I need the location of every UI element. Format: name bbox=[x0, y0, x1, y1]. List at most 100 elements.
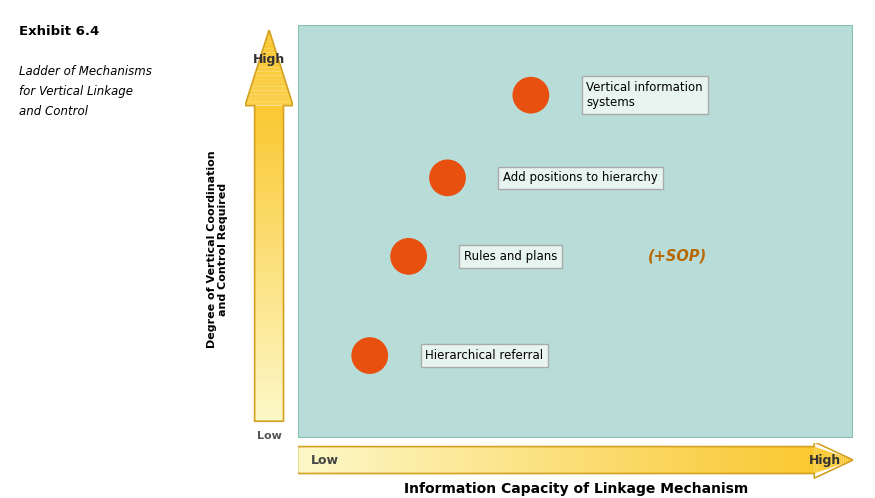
Polygon shape bbox=[248, 91, 290, 94]
Polygon shape bbox=[839, 455, 842, 465]
Polygon shape bbox=[250, 87, 289, 91]
Bar bbox=[479, 447, 487, 474]
Bar bbox=[495, 447, 504, 474]
Text: High: High bbox=[253, 53, 285, 66]
Bar bbox=[255, 413, 284, 421]
Text: Add positions to hierarchy: Add positions to hierarchy bbox=[503, 171, 658, 184]
Bar bbox=[444, 447, 452, 474]
Bar bbox=[255, 122, 284, 129]
Polygon shape bbox=[267, 34, 271, 37]
Bar bbox=[383, 447, 392, 474]
Bar bbox=[255, 145, 284, 153]
Bar bbox=[298, 447, 306, 474]
Bar bbox=[255, 389, 284, 397]
Polygon shape bbox=[842, 456, 844, 464]
Bar bbox=[427, 447, 435, 474]
Bar bbox=[255, 342, 284, 350]
Polygon shape bbox=[258, 60, 280, 64]
Bar bbox=[255, 279, 284, 287]
Bar bbox=[392, 447, 401, 474]
Bar bbox=[375, 447, 383, 474]
Polygon shape bbox=[815, 447, 816, 474]
Bar bbox=[255, 192, 284, 200]
Bar bbox=[315, 447, 324, 474]
Bar bbox=[522, 447, 530, 474]
Polygon shape bbox=[255, 72, 284, 75]
Text: Hierarchical referral: Hierarchical referral bbox=[425, 349, 543, 362]
Bar bbox=[728, 447, 737, 474]
Text: Ladder of Mechanisms
for Vertical Linkage
and Control: Ladder of Mechanisms for Vertical Linkag… bbox=[19, 65, 151, 118]
Bar bbox=[255, 382, 284, 389]
Text: Vertical information
systems: Vertical information systems bbox=[586, 81, 703, 109]
Bar bbox=[625, 447, 634, 474]
Bar bbox=[255, 161, 284, 169]
Point bbox=[402, 252, 416, 260]
Bar bbox=[564, 447, 573, 474]
Polygon shape bbox=[844, 457, 845, 463]
Polygon shape bbox=[826, 451, 828, 470]
Bar bbox=[642, 447, 651, 474]
Bar bbox=[452, 447, 461, 474]
Bar bbox=[788, 447, 797, 474]
Text: High: High bbox=[809, 454, 842, 467]
Bar bbox=[547, 447, 556, 474]
Polygon shape bbox=[847, 458, 850, 462]
Text: Low: Low bbox=[256, 431, 282, 441]
Bar bbox=[616, 447, 625, 474]
Bar bbox=[255, 295, 284, 303]
Bar bbox=[694, 447, 703, 474]
Text: Exhibit 6.4: Exhibit 6.4 bbox=[19, 25, 99, 38]
Bar bbox=[255, 224, 284, 232]
Bar bbox=[306, 447, 315, 474]
Bar bbox=[255, 255, 284, 263]
Bar bbox=[255, 208, 284, 216]
Polygon shape bbox=[816, 447, 818, 473]
Bar bbox=[771, 447, 780, 474]
Polygon shape bbox=[262, 49, 276, 53]
Bar bbox=[324, 447, 332, 474]
Bar bbox=[530, 447, 539, 474]
Bar bbox=[556, 447, 564, 474]
Polygon shape bbox=[252, 79, 286, 83]
Bar bbox=[255, 169, 284, 177]
Bar bbox=[358, 447, 367, 474]
Bar bbox=[255, 327, 284, 335]
Bar bbox=[255, 271, 284, 279]
Polygon shape bbox=[851, 459, 853, 461]
Polygon shape bbox=[245, 102, 293, 106]
Bar bbox=[539, 447, 547, 474]
Polygon shape bbox=[260, 56, 278, 60]
Bar bbox=[255, 366, 284, 374]
Bar bbox=[401, 447, 410, 474]
Polygon shape bbox=[268, 30, 270, 34]
Bar bbox=[737, 447, 746, 474]
Bar bbox=[762, 447, 771, 474]
Polygon shape bbox=[261, 53, 277, 56]
Text: Low: Low bbox=[312, 454, 340, 467]
Polygon shape bbox=[265, 37, 273, 41]
Bar bbox=[710, 447, 719, 474]
Bar bbox=[435, 447, 444, 474]
Bar bbox=[255, 263, 284, 271]
Polygon shape bbox=[254, 75, 284, 79]
Bar bbox=[598, 447, 607, 474]
Text: Information Capacity of Linkage Mechanism: Information Capacity of Linkage Mechanis… bbox=[403, 482, 748, 496]
Bar bbox=[806, 447, 815, 474]
Bar bbox=[746, 447, 754, 474]
Polygon shape bbox=[264, 41, 274, 45]
Point bbox=[440, 174, 454, 182]
Polygon shape bbox=[248, 94, 290, 98]
Bar bbox=[340, 447, 349, 474]
Bar bbox=[255, 185, 284, 192]
Bar bbox=[255, 287, 284, 295]
Text: Rules and plans: Rules and plans bbox=[465, 250, 557, 263]
Bar bbox=[367, 447, 375, 474]
Bar bbox=[255, 397, 284, 405]
Bar bbox=[668, 447, 676, 474]
Bar bbox=[607, 447, 616, 474]
Bar bbox=[255, 374, 284, 382]
Polygon shape bbox=[832, 453, 834, 468]
Bar bbox=[659, 447, 668, 474]
Bar bbox=[255, 129, 284, 137]
Bar bbox=[513, 447, 522, 474]
